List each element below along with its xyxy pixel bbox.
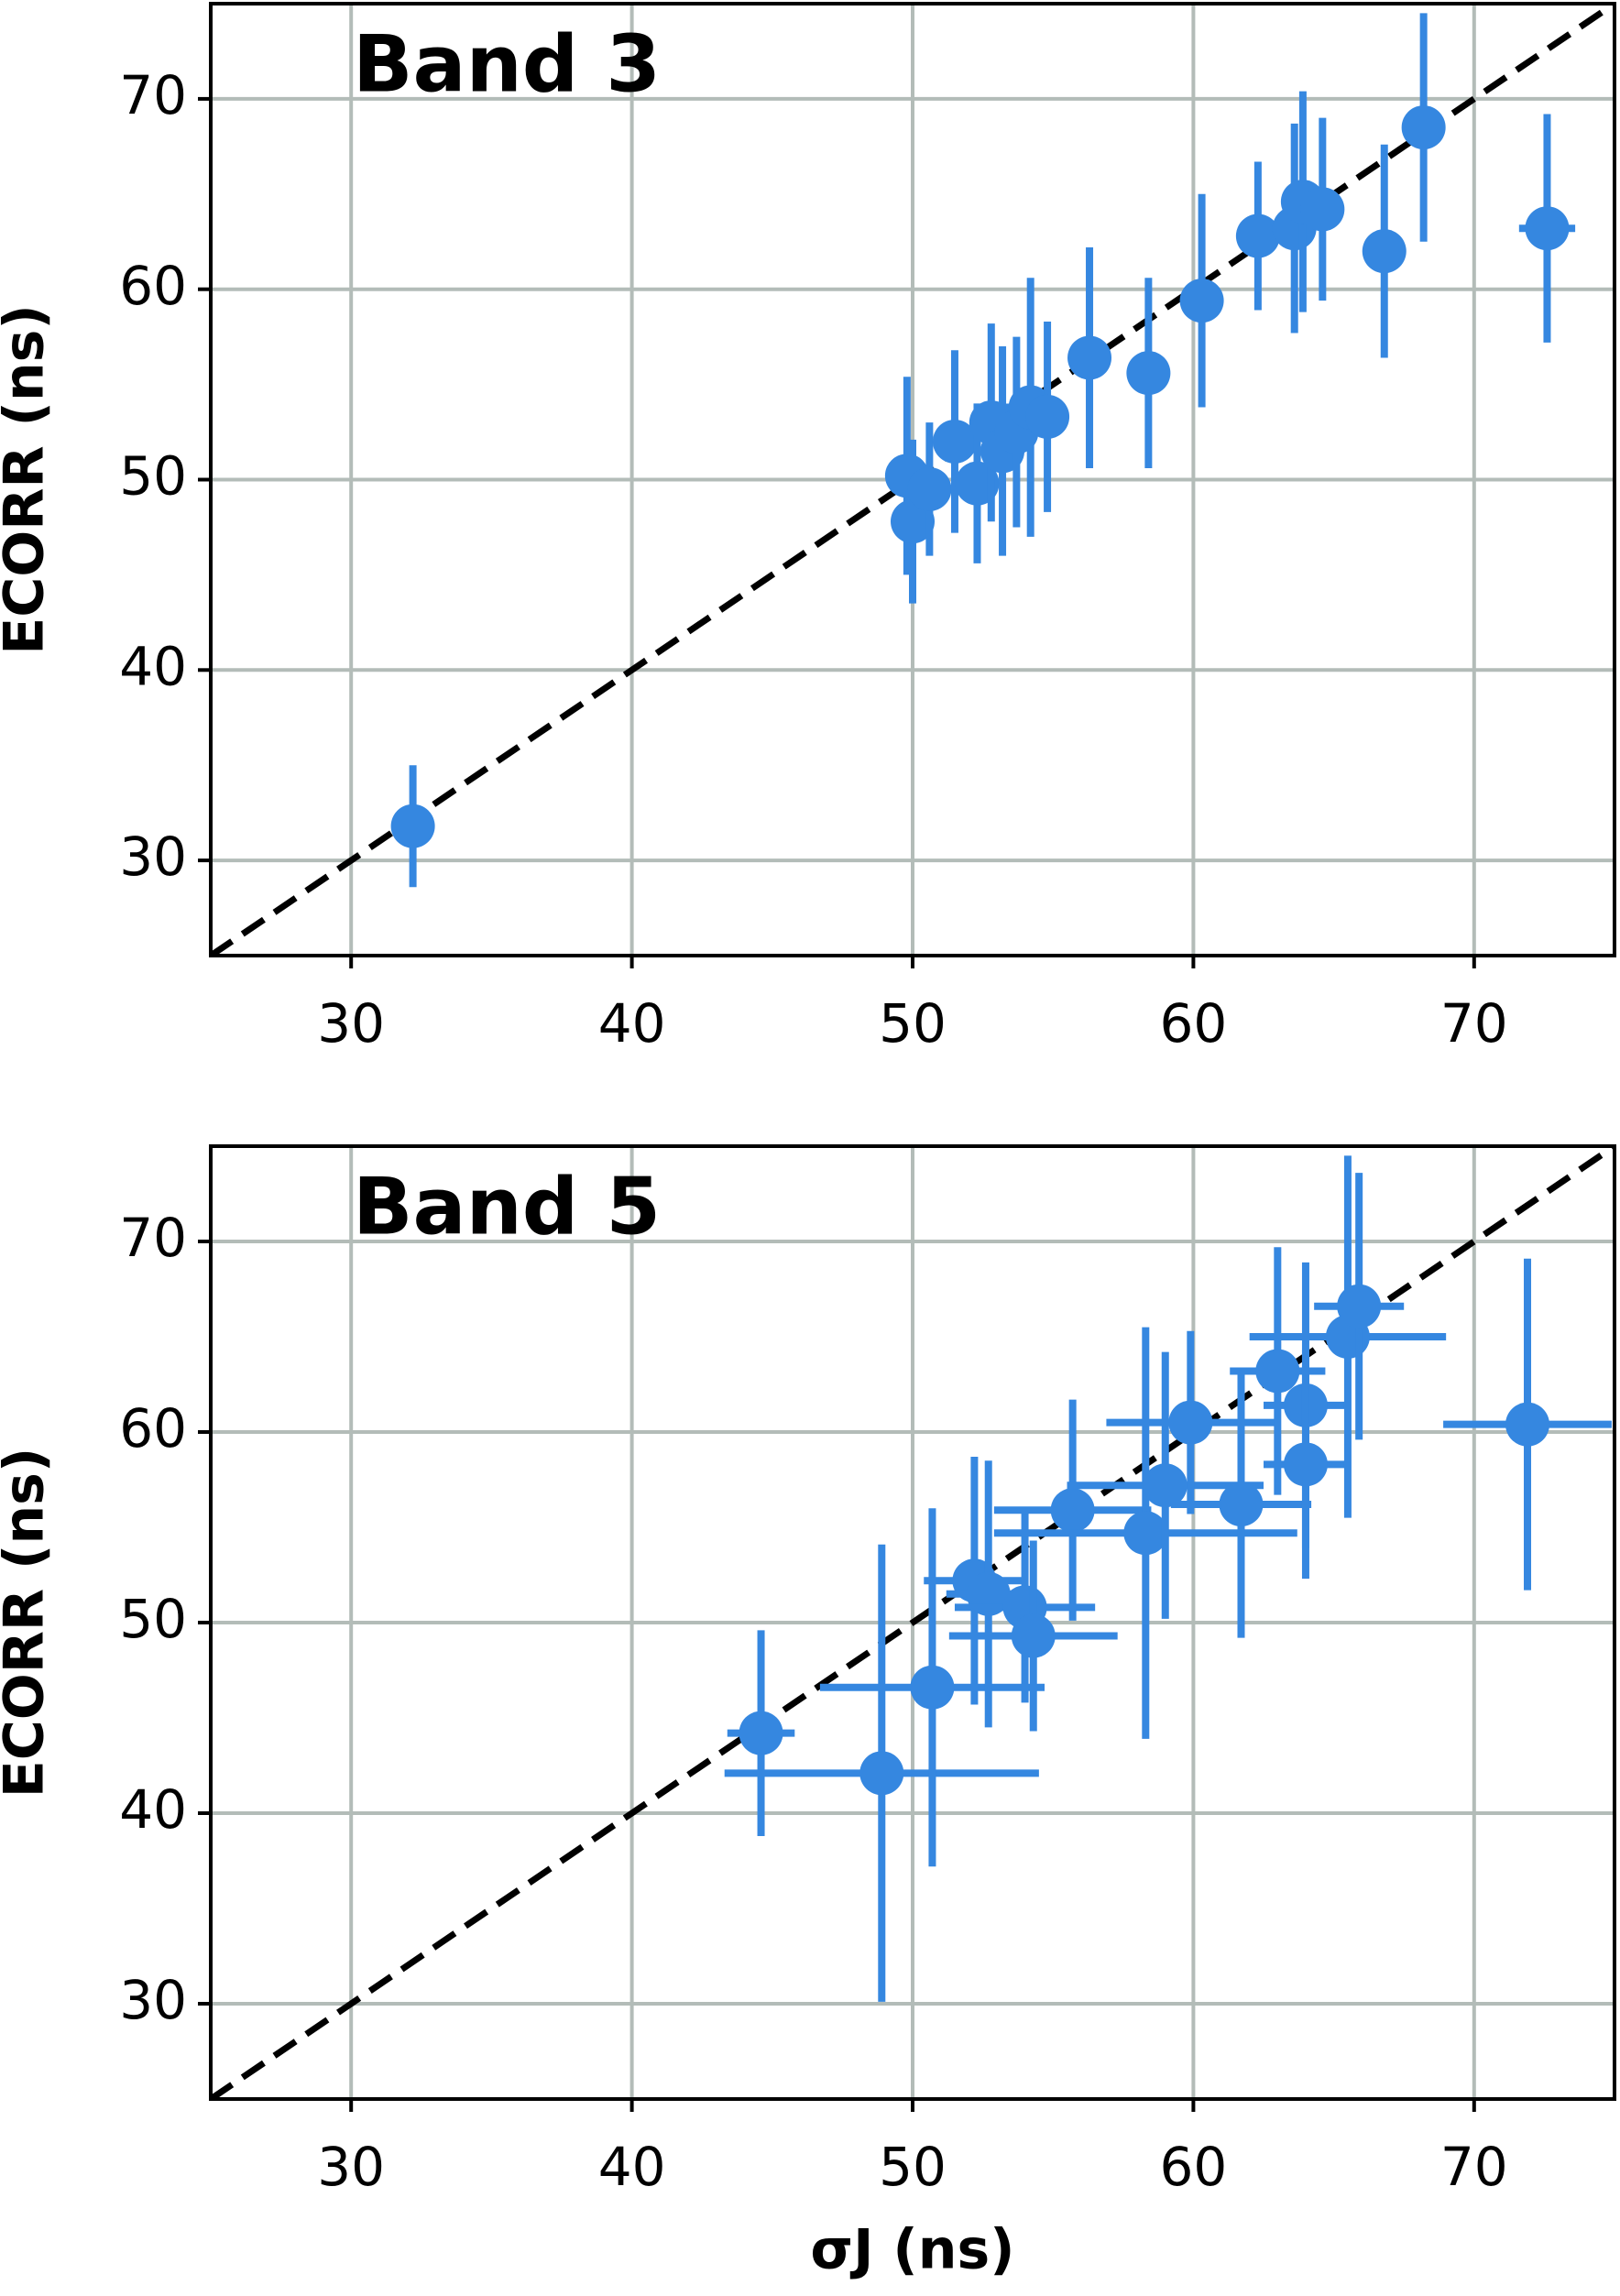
point (1123, 1511, 1168, 1556)
point (932, 419, 977, 464)
axes-frame (209, 1144, 1616, 2101)
point (1067, 335, 1112, 380)
point (1025, 394, 1070, 439)
point (1179, 279, 1224, 323)
point (1505, 1402, 1550, 1447)
point (1283, 1442, 1328, 1487)
point (859, 1751, 904, 1796)
point (1235, 213, 1280, 258)
plot-area (211, 1146, 1615, 2099)
panel-title: Band 5 (353, 1161, 661, 1252)
x-tick-label: 70 (1440, 992, 1508, 1055)
y-axis-label: ECORR (ns) (0, 1448, 57, 1799)
y-tick-label: 60 (119, 255, 187, 317)
point (1362, 229, 1407, 274)
x-tick-label: 50 (879, 2136, 947, 2198)
panel-title: Band 3 (353, 18, 661, 110)
x-tick-label: 60 (1159, 2136, 1227, 2198)
point (910, 1665, 955, 1710)
point (1525, 206, 1570, 251)
reference-line (211, 1146, 1615, 2099)
point (1401, 105, 1446, 150)
point (739, 1711, 783, 1755)
y-tick-label: 40 (119, 635, 187, 697)
point (1300, 187, 1345, 232)
axes-frame (209, 2, 1616, 957)
x-tick-label: 50 (879, 992, 947, 1055)
x-tick-label: 40 (598, 2136, 666, 2198)
y-tick-label: 70 (119, 1207, 187, 1269)
panel: 30 40 50 60 70 30 40 50 60 70 Band 3 ECORR (ns) (0, 2, 1616, 1055)
y-axis-label: ECORR (ns) (0, 304, 57, 655)
plot-area (211, 4, 1615, 956)
x-tick-label: 30 (317, 992, 385, 1055)
point (1337, 1284, 1382, 1328)
point (891, 499, 935, 544)
y-tick-label: 50 (119, 445, 187, 508)
panel: 30 40 50 60 70 30 40 50 60 70 Band 5 ECORR (ns) σJ (… (0, 1144, 1616, 2282)
point (1168, 1400, 1213, 1445)
point (1219, 1482, 1264, 1527)
point (1050, 1488, 1095, 1533)
y-tick-label: 60 (119, 1397, 187, 1460)
y-tick-label: 70 (119, 64, 187, 126)
y-tick-label: 40 (119, 1778, 187, 1841)
x-axis-label: σJ (ns) (810, 2218, 1014, 2282)
x-tick-label: 60 (1159, 992, 1227, 1055)
point (1255, 1349, 1300, 1394)
x-tick-label: 70 (1440, 2136, 1508, 2198)
point (1126, 351, 1171, 396)
x-tick-label: 40 (598, 992, 666, 1055)
y-tick-label: 30 (119, 1969, 187, 2031)
y-tick-label: 50 (119, 1588, 187, 1650)
y-tick-label: 30 (119, 825, 187, 888)
x-tick-label: 30 (317, 2136, 385, 2198)
point (1011, 1613, 1056, 1658)
point (907, 466, 952, 511)
point (390, 804, 435, 848)
point (1143, 1463, 1188, 1508)
